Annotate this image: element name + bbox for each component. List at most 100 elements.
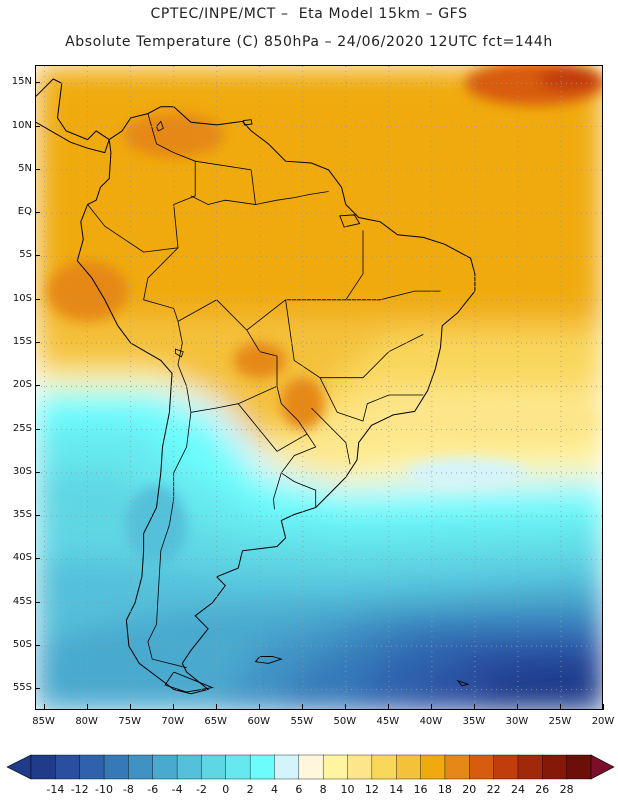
political-border: [177, 299, 278, 413]
latitude-tick: [35, 385, 40, 387]
longitude-tick: [559, 704, 561, 710]
latitude-label: 25S: [12, 422, 32, 434]
latitude-tick: [35, 645, 40, 647]
colorbar-swatch: [152, 754, 178, 780]
latitude-label: 30S: [12, 465, 32, 477]
longitude-tick: [258, 704, 260, 710]
political-border: [345, 230, 364, 301]
color-legend-bar: [6, 754, 615, 780]
lake-outline: [174, 348, 184, 358]
longitude-tick: [473, 704, 475, 710]
colorbar-tick-label: 26: [535, 783, 550, 796]
latitude-tick: [35, 212, 40, 214]
colorbar-swatch: [274, 754, 300, 780]
longitude-label: 45W: [376, 716, 400, 727]
longitude-label: 30W: [505, 716, 529, 727]
warm-patch-parana: [280, 377, 325, 430]
latitude-tick: [35, 688, 40, 690]
longitude-label: 70W: [161, 716, 184, 727]
lake-outline: [156, 120, 164, 132]
colorbar-swatch: [128, 754, 154, 780]
longitude-tick: [301, 704, 303, 710]
cool-patch-atlantic: [437, 400, 598, 441]
colorbar-swatch: [396, 754, 422, 780]
colorbar-over-arrow: [590, 754, 615, 780]
colorbar-tick-label: 18: [437, 783, 452, 796]
political-border: [237, 386, 308, 452]
island-outline: [242, 119, 253, 126]
latitude-tick: [35, 558, 40, 560]
political-border: [273, 472, 282, 510]
colorbar-tick-label: 6: [295, 783, 303, 796]
latitude-tick: [35, 515, 40, 517]
colorbar-swatch: [469, 754, 495, 780]
political-border: [311, 407, 351, 465]
latitude-label: 15N: [11, 76, 32, 88]
colorbar-tick-label: 28: [559, 783, 574, 796]
colorbar-tick-label: -8: [122, 783, 134, 796]
warm-patch-chaco: [233, 342, 286, 379]
south-america-coast: [76, 106, 476, 695]
latitude-tick: [35, 168, 40, 170]
latitude-tick: [35, 125, 40, 127]
colorbar-swatch: [249, 754, 276, 780]
longitude-tick: [387, 704, 389, 710]
political-border: [147, 412, 192, 669]
longitude-label: 80W: [75, 716, 98, 727]
colorbar-swatch: [420, 754, 446, 780]
latitude-tick: [35, 255, 40, 257]
latitude-label: 55S: [12, 682, 32, 694]
longitude-tick: [344, 704, 346, 710]
longitude-label: 75W: [118, 716, 141, 727]
latitude-label: 10S: [12, 292, 32, 304]
longitude-tick: [172, 704, 174, 710]
colorbar-tick-label: -12: [70, 783, 89, 796]
colorbar-swatch: [566, 754, 592, 780]
longitude-tick: [129, 704, 131, 710]
hot-patch-atlantic-north: [539, 66, 600, 91]
longitude-tick: [516, 704, 518, 710]
political-border: [319, 377, 424, 422]
island-outline: [254, 656, 283, 664]
latitude-tick: [35, 342, 40, 344]
longitude-tick: [430, 704, 432, 710]
colorbar-swatch: [542, 754, 568, 780]
longitude-tick: [86, 704, 88, 710]
latitude-label: 10N: [11, 119, 32, 131]
longitude-label: 40W: [419, 716, 443, 727]
longitude-label: 65W: [204, 716, 228, 727]
longitude-tick: [215, 704, 217, 710]
longitude-label: 35W: [462, 716, 486, 727]
longitude-label: 25W: [548, 716, 572, 727]
latitude-label: 40S: [12, 552, 32, 564]
central-america-coast: [36, 78, 110, 154]
colorbar-swatch: [347, 754, 373, 780]
colorbar-tick-label: 4: [270, 783, 278, 796]
colorbar-swatch: [176, 754, 203, 780]
colorbar-swatch: [79, 754, 105, 780]
island-outline: [164, 671, 215, 693]
colorbar-tick-label: -14: [46, 783, 65, 796]
coastline-borders: [36, 78, 476, 695]
longitude-label: 60W: [247, 716, 271, 727]
political-border: [246, 290, 441, 331]
political-border: [285, 299, 424, 379]
island-outline: [456, 679, 470, 687]
colorbar-tick-label: 16: [413, 783, 428, 796]
colorbar-swatch: [55, 754, 81, 780]
latitude-label: EQ: [17, 206, 32, 218]
colorbar-swatch: [225, 754, 251, 780]
colorbar-swatch: [30, 754, 57, 780]
latitude-tick: [35, 82, 40, 84]
latitude-label: 45S: [12, 595, 32, 607]
colorbar-under-arrow: [6, 754, 32, 780]
colorbar-tick-label: -6: [147, 783, 159, 796]
colorbar-swatch: [322, 754, 349, 780]
colorbar-tick-label: 14: [389, 783, 404, 796]
latitude-tick: [35, 471, 40, 473]
colorbar-tick-label: -2: [195, 783, 207, 796]
latitude-label: 20S: [12, 379, 32, 391]
temperature-map[interactable]: [35, 65, 603, 710]
warm-patch-caribbean: [123, 113, 224, 158]
colorbar-tick-label: 12: [364, 783, 379, 796]
